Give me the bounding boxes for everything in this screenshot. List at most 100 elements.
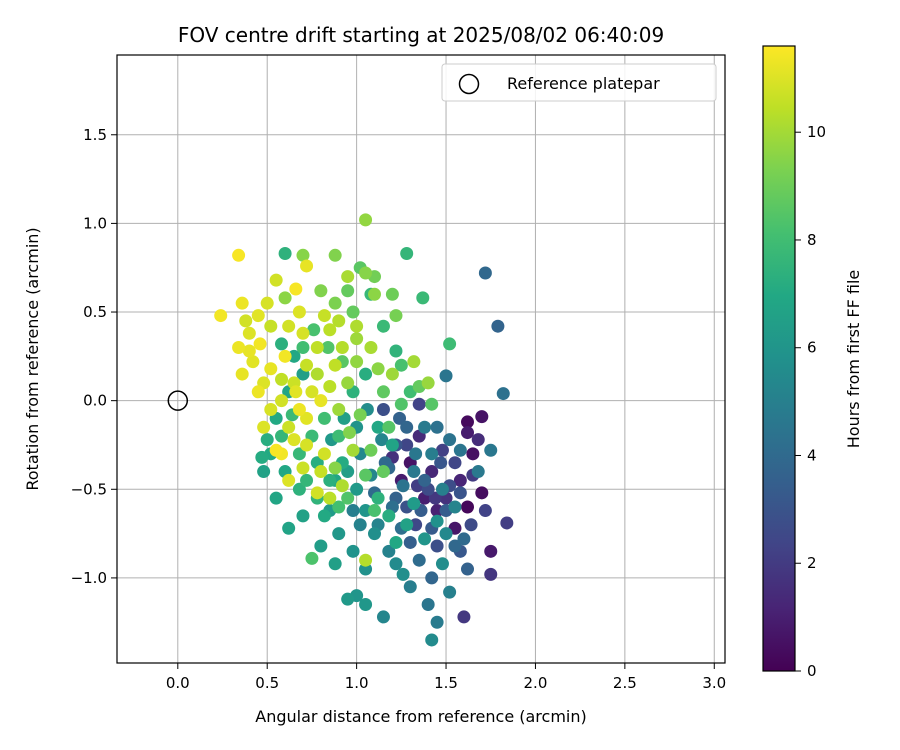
data-point (475, 410, 489, 424)
data-point (305, 551, 319, 565)
data-point (287, 349, 301, 363)
data-point (478, 266, 492, 280)
data-point (412, 397, 426, 411)
data-point (471, 465, 485, 479)
data-point (264, 362, 278, 376)
data-point (430, 420, 444, 434)
data-point (403, 535, 417, 549)
data-point (332, 500, 346, 514)
data-point (289, 282, 303, 296)
data-point (409, 518, 423, 532)
data-point (323, 473, 337, 487)
data-point (300, 438, 314, 452)
data-point (460, 500, 474, 514)
data-point (300, 411, 314, 425)
data-point (260, 296, 274, 310)
x-axis-title: Angular distance from reference (arcmin) (255, 707, 586, 726)
colorbar-tick-label: 4 (807, 446, 817, 464)
data-point (255, 450, 269, 464)
y-tick-label: 0.5 (83, 303, 107, 321)
data-point (300, 473, 314, 487)
colorbar-tick-label: 8 (807, 231, 817, 249)
data-point (323, 323, 337, 337)
data-point (359, 598, 373, 612)
data-point (425, 465, 439, 479)
data-point (409, 447, 423, 461)
data-point (439, 369, 453, 383)
data-point (443, 433, 457, 447)
y-tick-label: 0.0 (83, 392, 107, 410)
data-point (403, 580, 417, 594)
data-point (317, 509, 331, 523)
data-point (368, 527, 382, 541)
data-point (257, 420, 271, 434)
data-point (335, 340, 349, 354)
data-point (443, 585, 457, 599)
data-point (457, 610, 471, 624)
data-point (425, 571, 439, 585)
data-point (314, 394, 328, 408)
data-point (434, 456, 448, 470)
data-point (300, 259, 314, 273)
data-point (491, 319, 505, 333)
data-point (341, 376, 355, 390)
data-point (328, 461, 342, 475)
data-point (359, 504, 373, 518)
data-point (430, 615, 444, 629)
chart-title: FOV centre drift starting at 2025/08/02 … (178, 23, 664, 47)
data-point (328, 296, 342, 310)
data-point (453, 486, 467, 500)
data-point (484, 443, 498, 457)
data-point (389, 535, 403, 549)
data-point (448, 456, 462, 470)
data-point (460, 415, 474, 429)
data-point (428, 491, 442, 505)
data-point (269, 443, 283, 457)
data-point (346, 305, 360, 319)
data-point (253, 337, 267, 351)
data-point (425, 397, 439, 411)
data-point (400, 247, 414, 261)
data-point (425, 633, 439, 647)
data-point (375, 433, 389, 447)
data-point (321, 340, 335, 354)
data-point (346, 443, 360, 457)
data-point (310, 340, 324, 354)
data-point (418, 420, 432, 434)
data-point (385, 367, 399, 381)
y-tick-label: −1.0 (71, 569, 107, 587)
data-point (407, 465, 421, 479)
data-point (376, 403, 390, 417)
data-point (346, 544, 360, 558)
colorbar-tick-label: 2 (807, 554, 817, 572)
data-point (264, 319, 278, 333)
data-point (453, 443, 467, 457)
data-point (332, 314, 346, 328)
data-point (305, 385, 319, 399)
data-point (328, 557, 342, 571)
data-point (396, 567, 410, 581)
data-point (278, 291, 292, 305)
data-point (287, 433, 301, 447)
data-point (275, 372, 289, 386)
data-point (317, 309, 331, 323)
data-point (418, 473, 432, 487)
data-point (396, 479, 410, 493)
data-point (400, 438, 414, 452)
colorbar-tick-label: 6 (807, 339, 817, 357)
data-point (246, 355, 260, 369)
data-point (382, 420, 396, 434)
data-point (430, 504, 444, 518)
data-point (278, 247, 292, 261)
data-point (332, 527, 346, 541)
data-point (289, 385, 303, 399)
data-point (239, 314, 253, 328)
data-point (242, 344, 256, 358)
legend-open-circle-icon (458, 73, 480, 95)
y-tick-label: 1.0 (83, 214, 107, 232)
data-point (314, 539, 328, 553)
x-axis: 0.0 0.5 1.0 1.5 2.0 2.5 3.0 (166, 663, 726, 692)
legend-label: Reference platepar (507, 74, 660, 93)
data-point (371, 491, 385, 505)
data-point (460, 426, 474, 440)
